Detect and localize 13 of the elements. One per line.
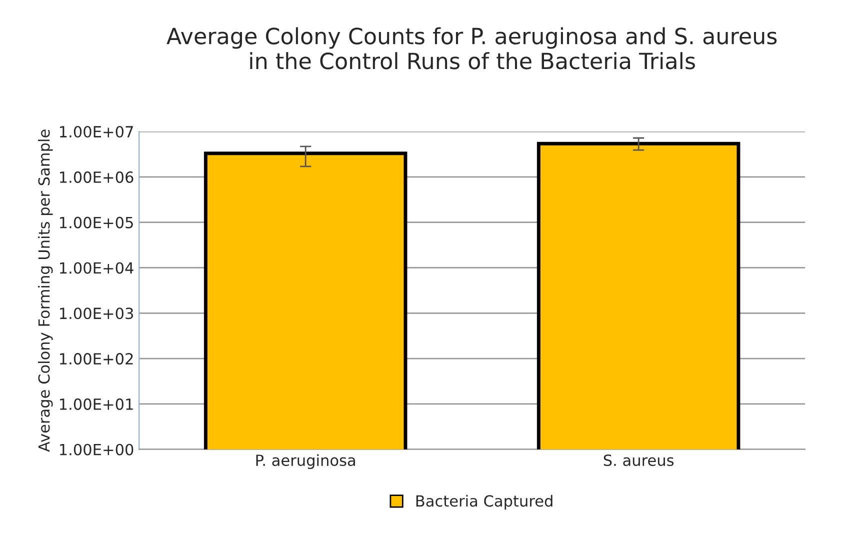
y-tick-label: 1.00E+04 bbox=[60, 262, 134, 274]
y-tick-label: 1.00E+06 bbox=[60, 171, 134, 183]
y-tick-label: 1.00E+00 bbox=[60, 444, 134, 456]
y-axis-title: Average Colony Forming Units per Sample bbox=[38, 130, 53, 452]
y-tick-label: 1.00E+01 bbox=[60, 398, 133, 410]
y-tick-label: 1.00E+07 bbox=[60, 126, 133, 138]
x-tick-label: S. aureus bbox=[604, 454, 674, 466]
chart-title: Average Colony Counts for P. aeruginosa and S. aureus in the Control Runs of the Bacteria Trials bbox=[166, 27, 777, 70]
y-tick-label: 1.00E+03 bbox=[60, 308, 134, 320]
y-tick-label: 1.00E+05 bbox=[60, 216, 133, 228]
y-tick-label: 1.00E+02 bbox=[60, 353, 133, 365]
x-tick-label: P. aeruginosa bbox=[256, 454, 355, 470]
legend-label: Bacteria Captured bbox=[416, 494, 552, 510]
